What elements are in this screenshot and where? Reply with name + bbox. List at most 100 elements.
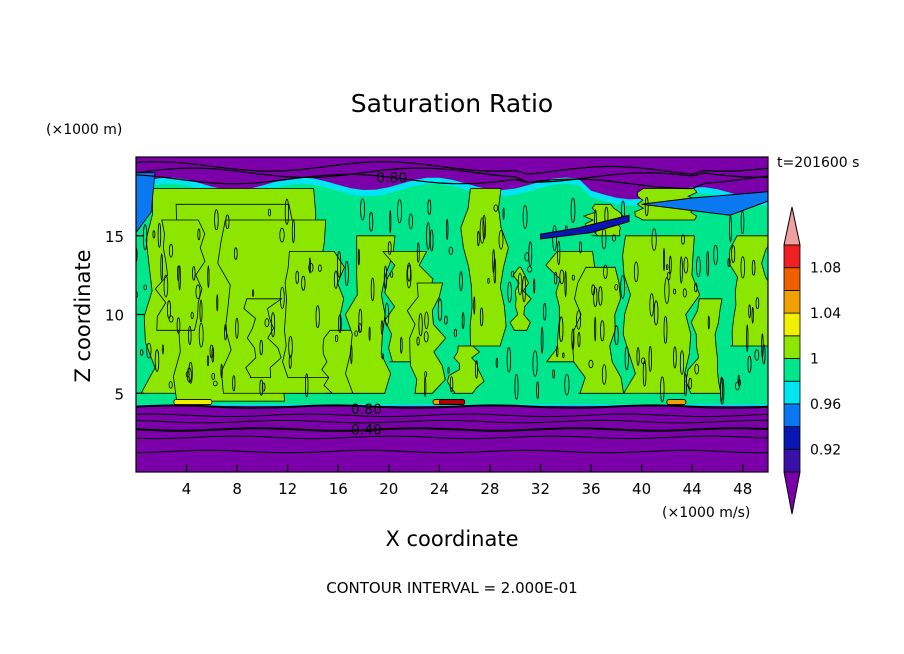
contour-streak <box>682 288 687 298</box>
contour-streak <box>540 326 544 354</box>
contour-streak <box>154 349 160 372</box>
contour-streak <box>681 234 685 245</box>
contour-streak <box>446 218 449 240</box>
colorbar-tick-label: 1 <box>810 352 819 368</box>
contour-streak <box>751 259 756 276</box>
contour-streak <box>380 320 384 335</box>
contour-streak <box>552 369 555 379</box>
contour-line <box>136 167 768 183</box>
contour-streak <box>424 311 429 330</box>
supersaturated-region <box>243 298 283 378</box>
colorbar: 0.92 0.96 1 1.04 1.08 <box>783 206 841 515</box>
supersaturated-spot <box>438 399 466 405</box>
contour-streak <box>142 224 148 251</box>
dry-streak <box>641 191 768 216</box>
contour-streak <box>746 324 749 353</box>
contour-streak <box>498 230 504 250</box>
colorbar-tick-label: 1.04 <box>810 306 841 322</box>
contour-streak <box>479 307 484 327</box>
contour-streak <box>429 229 434 252</box>
contour-line <box>136 173 768 190</box>
x-tick-label: 44 <box>683 480 702 498</box>
x-tick-label: 12 <box>278 480 297 498</box>
x-tick-label: 32 <box>531 480 550 498</box>
contour-streak <box>389 209 392 234</box>
contour-streak <box>642 360 647 387</box>
contour-streak <box>475 360 478 379</box>
contour-streak <box>288 336 293 358</box>
contour-streak <box>317 264 322 272</box>
x-tick-label: 8 <box>232 480 242 498</box>
contour-streak <box>495 357 499 368</box>
chart-title: Saturation Ratio <box>351 89 553 118</box>
x-axis-label: X coordinate <box>385 527 518 551</box>
contour-streak <box>157 222 162 248</box>
contour-streak <box>517 272 523 296</box>
contour-streak <box>139 349 144 356</box>
x-axis-ticks: 4 8 12 16 20 24 28 32 36 40 44 48 <box>182 464 752 498</box>
contour-streak <box>295 270 300 285</box>
x-tick-label: 4 <box>182 480 192 498</box>
contour-streak <box>477 230 480 247</box>
contour-streak <box>593 286 598 307</box>
contour-streak <box>660 376 665 403</box>
contour-streak <box>195 284 201 300</box>
contour-streak <box>557 240 561 266</box>
contour-streak <box>564 374 570 396</box>
contour-streak <box>261 382 266 392</box>
contour-streak <box>199 299 203 323</box>
contour-streak <box>510 271 515 278</box>
x-tick-label: 24 <box>430 480 449 498</box>
contour-streak <box>473 296 476 315</box>
contour-streak <box>168 381 173 389</box>
y-tick-label: 5 <box>114 385 124 403</box>
contour-streak <box>603 264 608 279</box>
contour-streak <box>186 367 192 383</box>
contour-streak <box>564 270 567 298</box>
contour-streak <box>559 316 564 343</box>
contour-streak <box>357 248 360 266</box>
contour-streak <box>673 288 677 295</box>
contour-streak <box>641 357 646 365</box>
contour-streak <box>522 275 526 303</box>
contour-streak <box>731 244 736 263</box>
contour-streak <box>740 256 746 279</box>
contour-line <box>136 449 768 454</box>
contour-streak <box>532 350 538 377</box>
contour-streak <box>423 331 429 343</box>
contour-streak <box>536 381 539 400</box>
contour-streak <box>152 230 156 239</box>
contour-streak <box>666 264 669 271</box>
contour-line <box>136 413 768 418</box>
contour-streak <box>368 211 374 232</box>
y-axis-label: Z coordinate <box>71 249 95 382</box>
contour-streak <box>448 246 454 255</box>
contour-streak <box>308 257 311 274</box>
contour-streak <box>588 359 594 369</box>
contour-interval-footer: CONTOUR INTERVAL = 2.000E-01 <box>326 579 577 597</box>
contour-streak <box>522 204 528 229</box>
contour-streak <box>146 342 152 359</box>
contour-streak <box>559 269 565 285</box>
contour-label: 0.80 <box>351 402 382 418</box>
contour-streak <box>284 198 289 225</box>
contour-streak <box>143 284 148 291</box>
contour-streak <box>720 376 723 403</box>
contour-streak <box>437 298 443 322</box>
y-tick-label: 15 <box>105 228 124 246</box>
contour-streak <box>636 347 640 366</box>
dry-streak <box>136 172 156 234</box>
contour-streak <box>493 204 499 212</box>
supersaturated-spot <box>666 399 687 405</box>
contour-streak <box>449 376 454 393</box>
contour-streak <box>387 241 392 255</box>
contour-streak <box>663 315 668 344</box>
contour-streak <box>291 219 295 244</box>
colorbar-swatch <box>783 403 801 427</box>
contour-streak <box>390 271 394 278</box>
contour-streak <box>447 366 450 374</box>
contour-streak <box>577 331 581 348</box>
contour-streak <box>571 274 575 281</box>
contour-streak <box>591 284 596 296</box>
contour-streak <box>751 306 754 324</box>
